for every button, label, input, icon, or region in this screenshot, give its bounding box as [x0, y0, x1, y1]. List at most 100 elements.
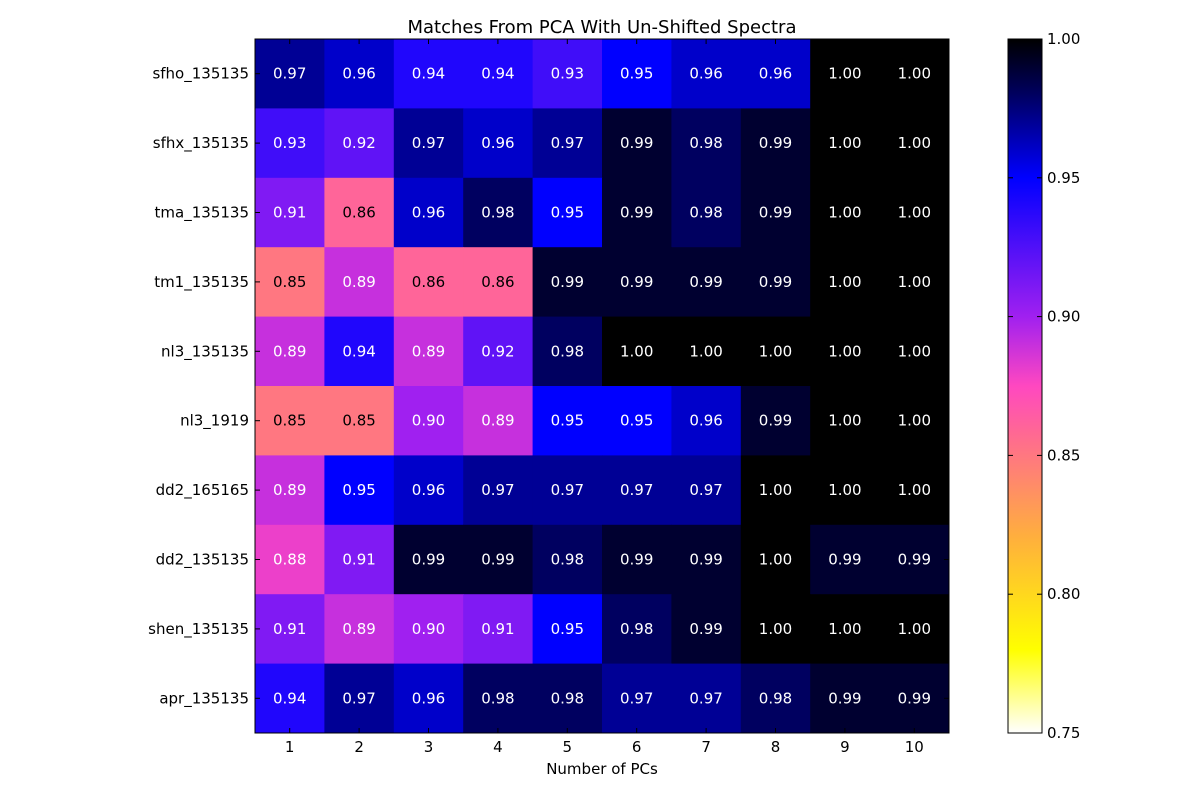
heatmap-cell [602, 39, 672, 109]
cell-value-label: 0.98 [481, 689, 514, 707]
heatmap-cell [463, 108, 534, 179]
x-tick-label: 9 [840, 738, 850, 756]
heatmap-cell [463, 39, 534, 109]
heatmap-cell [810, 316, 881, 387]
colorbar: 0.75 0.80 0.85 0.90 0.95 1.00 [1007, 30, 1080, 742]
cell-value-label: 0.96 [689, 412, 722, 430]
heatmap-cell [324, 386, 395, 456]
cell-value-label: 0.97 [273, 65, 306, 83]
cell-value-label: 0.97 [412, 134, 445, 152]
x-axis-label: Number of PCs [546, 760, 658, 778]
colorbar-tick-label: 0.75 [1047, 724, 1080, 742]
y-tick-label: dd2_165165 [156, 481, 249, 500]
cell-value-label: 0.94 [481, 65, 514, 83]
cell-value-label: 0.99 [689, 551, 722, 569]
heatmap-cell [532, 524, 603, 595]
cell-value-label: 0.99 [620, 204, 653, 222]
heatmap-cell [810, 39, 881, 109]
cell-value-label: 1.00 [620, 342, 653, 360]
cell-value-label: 0.94 [412, 65, 445, 83]
heatmap-cell [393, 663, 464, 734]
cell-value-label: 0.90 [412, 412, 445, 430]
heatmap-cell [602, 663, 672, 734]
heatmap-cell [463, 594, 534, 665]
cell-value-label: 0.89 [342, 273, 375, 291]
cell-value-label: 0.96 [759, 65, 792, 83]
y-tick-label: sfhx_135135 [153, 134, 249, 153]
cell-value-label: 1.00 [898, 412, 931, 430]
heatmap-cell [532, 39, 603, 109]
y-tick-label: apr_135135 [159, 689, 249, 708]
cell-value-label: 0.85 [273, 412, 306, 430]
heatmap-cell [810, 663, 881, 734]
cell-value-label: 0.96 [689, 65, 722, 83]
heatmap-cell [532, 455, 603, 526]
heatmap-cell [532, 108, 603, 179]
heatmap-cell [740, 386, 811, 456]
heatmap-cell [255, 177, 325, 248]
heatmap-cell [393, 39, 464, 109]
cell-value-label: 0.98 [481, 204, 514, 222]
heatmap-cell [810, 524, 881, 595]
heatmap-cell [810, 594, 881, 665]
y-axis: sfho_135135 sfhx_135135 tma_135135 tm1_1351… [148, 65, 949, 708]
cell-value-label: 1.00 [898, 204, 931, 222]
heatmap-cell [671, 524, 742, 595]
heatmap-cell [879, 524, 950, 595]
heatmap-cell [740, 247, 811, 318]
heatmap-cell [740, 108, 811, 179]
cell-value-label: 0.98 [551, 551, 584, 569]
heatmap-cell [324, 663, 395, 734]
cell-value-label: 0.89 [273, 342, 306, 360]
cell-value-label: 0.98 [620, 620, 653, 638]
x-tick-label: 10 [905, 738, 924, 756]
heatmap-cell [324, 108, 395, 179]
cell-value-label: 1.00 [898, 620, 931, 638]
heatmap-cell [324, 247, 395, 318]
heatmap-cell [324, 316, 395, 387]
cell-value-label: 1.00 [828, 65, 861, 83]
cell-value-label: 0.99 [551, 273, 584, 291]
heatmap-cell [879, 177, 950, 248]
cell-value-label: 0.99 [620, 134, 653, 152]
heatmap-cell [393, 594, 464, 665]
heatmap-cell [602, 177, 672, 248]
x-tick-label: 3 [424, 738, 434, 756]
heatmap-cell [463, 316, 534, 387]
cell-value-label: 0.97 [620, 689, 653, 707]
heatmap-cell [255, 524, 325, 595]
cell-value-label: 0.97 [342, 689, 375, 707]
cell-value-label: 0.91 [481, 620, 514, 638]
heatmap-cell [671, 39, 742, 109]
heatmap-cell [602, 316, 672, 387]
cell-value-label: 1.00 [828, 342, 861, 360]
cell-value-label: 0.98 [759, 689, 792, 707]
y-tick-label: sfho_135135 [152, 65, 249, 84]
cell-value-label: 1.00 [828, 204, 861, 222]
cell-value-label: 1.00 [759, 342, 792, 360]
cell-value-label: 0.97 [551, 481, 584, 499]
heatmap-cell [393, 108, 464, 179]
cell-value-label: 1.00 [828, 273, 861, 291]
cell-value-label: 0.95 [551, 620, 584, 638]
cell-value-label: 0.85 [273, 273, 306, 291]
x-tick-label: 4 [493, 738, 503, 756]
heatmap-cell [602, 594, 672, 665]
cell-value-label: 0.99 [759, 273, 792, 291]
heatmap-cell [463, 177, 534, 248]
x-tick-label: 1 [285, 738, 295, 756]
cell-value-label: 0.96 [481, 134, 514, 152]
cell-value-label: 0.91 [342, 551, 375, 569]
cell-value-label: 1.00 [898, 273, 931, 291]
y-tick-label: dd2_135135 [156, 551, 249, 570]
cell-value-label: 0.89 [342, 620, 375, 638]
heatmap-cell [324, 177, 395, 248]
heatmap-cell [532, 247, 603, 318]
cell-value-label: 0.99 [689, 620, 722, 638]
heatmap-cell [879, 455, 950, 526]
cell-value-label: 0.99 [620, 551, 653, 569]
heatmap-cell [532, 663, 603, 734]
x-tick-label: 6 [632, 738, 642, 756]
cell-value-label: 0.99 [898, 689, 931, 707]
heatmap-cell [463, 455, 534, 526]
